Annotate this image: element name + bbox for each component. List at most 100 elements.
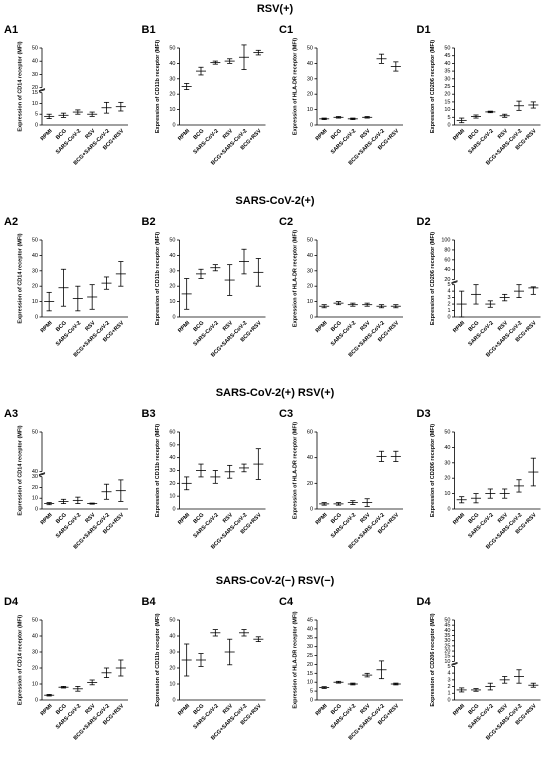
y-tick-label: 35: [444, 633, 450, 639]
x-tick-label: RPMI: [40, 128, 54, 142]
y-tick-label: 10: [307, 680, 313, 686]
y-tick-label: 40: [32, 469, 38, 475]
y-tick-label: 10: [32, 681, 38, 687]
y-tick-label: 30: [32, 474, 38, 480]
y-tick-label: 30: [307, 268, 313, 274]
panel-label: C2: [279, 216, 293, 228]
axis-break: [38, 89, 46, 93]
y-tick-label: 40: [32, 633, 38, 639]
y-axis-label: Expression of CD11b receptor (MFI): [155, 424, 161, 517]
y-axis-label: Expression of HLA-DR receptor (MFI): [292, 38, 298, 135]
y-tick-label: 45: [444, 53, 450, 59]
y-tick-label: 0: [310, 122, 313, 128]
y-tick-label: 50: [169, 617, 175, 623]
y-tick-label: 45: [307, 617, 313, 623]
y-tick-label: 35: [307, 635, 313, 641]
y-tick-label: 30: [444, 638, 450, 644]
y-axis-label: Expression of CD14 receptor (MFI): [17, 41, 23, 131]
y-tick-label: 20: [444, 476, 450, 482]
y-tick-label: 40: [444, 628, 450, 634]
y-tick-label: 0: [172, 697, 175, 703]
y-tick-label: 0: [35, 122, 38, 128]
x-tick-label: RPMI: [177, 320, 191, 334]
y-tick-label: 25: [444, 643, 450, 649]
panel-label: B1: [142, 24, 156, 36]
panel-label: A2: [4, 216, 18, 228]
panel-label: A3: [4, 408, 18, 420]
x-tick-label: RPMI: [452, 703, 466, 717]
y-tick-label: 10: [169, 107, 175, 113]
y-axis-label: Expression of CD206 receptor (MFI): [430, 232, 436, 325]
y-tick-label: 20: [307, 284, 313, 290]
y-tick-label: 0: [172, 506, 175, 512]
y-tick-label: 30: [32, 72, 38, 78]
y-axis-label: Expression of CD14 receptor (MFI): [17, 233, 23, 323]
y-tick-label: 20: [307, 92, 313, 98]
y-tick-label: 30: [169, 268, 175, 274]
y-tick-label: 50: [444, 429, 450, 435]
y-tick-label: 60: [307, 429, 313, 435]
y-tick-label: 0: [172, 122, 175, 128]
x-tick-label: RPMI: [40, 512, 54, 526]
y-tick-label: 2: [447, 302, 450, 308]
panel-label: D1: [417, 24, 431, 36]
y-tick-label: 100: [441, 237, 450, 243]
y-tick-label: 50: [32, 429, 38, 435]
y-tick-label: 20: [32, 485, 38, 491]
panel-label: B3: [142, 408, 156, 420]
y-tick-label: 45: [444, 623, 450, 629]
y-tick-label: 50: [307, 45, 313, 51]
y-tick-label: 40: [169, 633, 175, 639]
section-title: SARS-CoV-2(+) RSV(+): [216, 387, 335, 399]
y-axis-label: Expression of HLA-DR receptor (MFI): [292, 611, 298, 708]
y-axis-label: Expression of CD206 receptor (MFI): [430, 424, 436, 517]
y-axis-label: Expression of CD206 receptor (MFI): [430, 613, 436, 706]
y-tick-label: 0: [35, 314, 38, 320]
x-tick-label: RPMI: [315, 320, 329, 334]
y-tick-label: 20: [169, 92, 175, 98]
y-tick-label: 20: [444, 277, 450, 283]
panel-label: B4: [142, 596, 157, 608]
y-tick-label: 10: [32, 101, 38, 107]
y-tick-label: 80: [444, 247, 450, 253]
y-tick-label: 40: [307, 61, 313, 67]
y-tick-label: 50: [169, 45, 175, 51]
panel-label: C4: [279, 596, 294, 608]
panel-label: B2: [142, 216, 156, 228]
y-tick-label: 40: [444, 61, 450, 67]
y-axis-label: Expression of CD11b receptor (MFI): [155, 613, 161, 706]
panel-label: C3: [279, 408, 293, 420]
x-tick-label: RPMI: [315, 128, 329, 142]
y-tick-label: 2: [447, 684, 450, 690]
panel-label: D4: [417, 596, 432, 608]
x-tick-label: RPMI: [177, 703, 191, 717]
x-tick-label: RPMI: [40, 703, 54, 717]
x-tick-label: RPMI: [40, 320, 54, 334]
axis-break: [451, 662, 458, 665]
y-tick-label: 40: [32, 253, 38, 259]
y-tick-label: 50: [444, 45, 450, 51]
y-tick-label: 60: [444, 257, 450, 263]
y-tick-label: 30: [169, 649, 175, 655]
x-tick-label: RPMI: [452, 320, 466, 334]
y-tick-label: 50: [307, 237, 313, 243]
y-tick-label: 10: [169, 299, 175, 305]
y-tick-label: 5: [35, 112, 38, 118]
panel-label: A1: [4, 24, 18, 36]
y-tick-label: 10: [307, 107, 313, 113]
axis-break: [451, 663, 458, 666]
y-tick-label: 1: [447, 308, 450, 314]
y-tick-label: 30: [169, 468, 175, 474]
axis-break: [38, 472, 46, 476]
y-tick-label: 40: [32, 59, 38, 65]
y-tick-label: 0: [35, 506, 38, 512]
y-tick-label: 30: [169, 76, 175, 82]
panel-label: C1: [279, 24, 293, 36]
section-title: RSV(+): [257, 3, 294, 15]
y-tick-label: 30: [307, 76, 313, 82]
y-tick-label: 30: [32, 268, 38, 274]
y-tick-label: 20: [169, 481, 175, 487]
y-tick-label: 15: [307, 671, 313, 677]
y-tick-label: 4: [447, 289, 450, 295]
y-tick-label: 0: [447, 122, 450, 128]
